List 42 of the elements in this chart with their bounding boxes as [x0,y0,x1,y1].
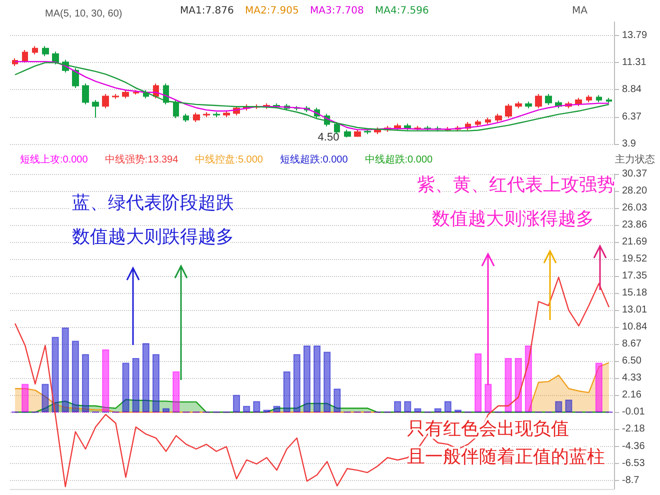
y-tick-label: 8.84 [622,84,642,96]
y-tick-label: 2.16 [622,390,642,401]
text: 短线超跌:0.000 [280,154,348,166]
annotation: 数值越大则涨得越多 [432,208,594,230]
text: MA4:7.596 [375,6,429,16]
annotation: 4.50 [318,131,340,144]
y-tick-label: 4.33 [622,372,642,384]
annotation: 数值越大则跌得越多 [72,226,234,248]
y-tick-label: 13.01 [622,304,648,316]
y-tick-label: 11.31 [622,57,647,68]
text: 中线控盘:5.000 [195,154,264,166]
text: 主力状态 [615,154,655,166]
y-tick-label: -8.7 [622,474,640,486]
y-tick-label: 19.52 [622,254,648,265]
text: MA [572,6,588,16]
y-tick-label: 6.37 [622,111,642,122]
y-tick-label: -6.53 [622,458,646,469]
y-tick-label: 28.20 [622,186,648,197]
y-tick-label: 21.69 [622,236,648,248]
annotation: 蓝、绿代表阶段超跌 [72,192,234,214]
annotation: 紫、黄、红代表上攻强势 [417,174,615,196]
text: MA1:7.876 [180,6,234,16]
y-tick-label: -4.36 [622,440,646,452]
y-tick-label: -0.01 [622,406,646,418]
text: 中线强势:13.394 [104,154,179,166]
y-tick-label: 17.35 [622,270,648,282]
text: MA3:7.708 [310,6,364,16]
chart-title: MA(5, 10, 30, 60) [45,8,122,20]
y-tick-label: 8.67 [622,338,642,350]
y-tick-label: 15.18 [622,288,648,299]
y-tick-label: 10.84 [622,322,648,333]
text: 短线上攻:0.000 [20,154,88,166]
y-tick-label: 3.9 [622,138,636,150]
y-tick-label: 26.03 [622,202,648,214]
text: 中线超跌:0.000 [364,154,434,166]
y-tick-label: 6.50 [622,356,642,367]
y-tick-label: 13.79 [622,30,648,41]
text: MA2:7.905 [245,6,299,16]
y-tick-label: 30.37 [622,168,648,180]
annotation: 且一般伴随着正值的蓝柱 [407,446,605,468]
y-tick-label: 23.86 [622,220,648,231]
y-tick-label: -2.18 [622,424,646,435]
